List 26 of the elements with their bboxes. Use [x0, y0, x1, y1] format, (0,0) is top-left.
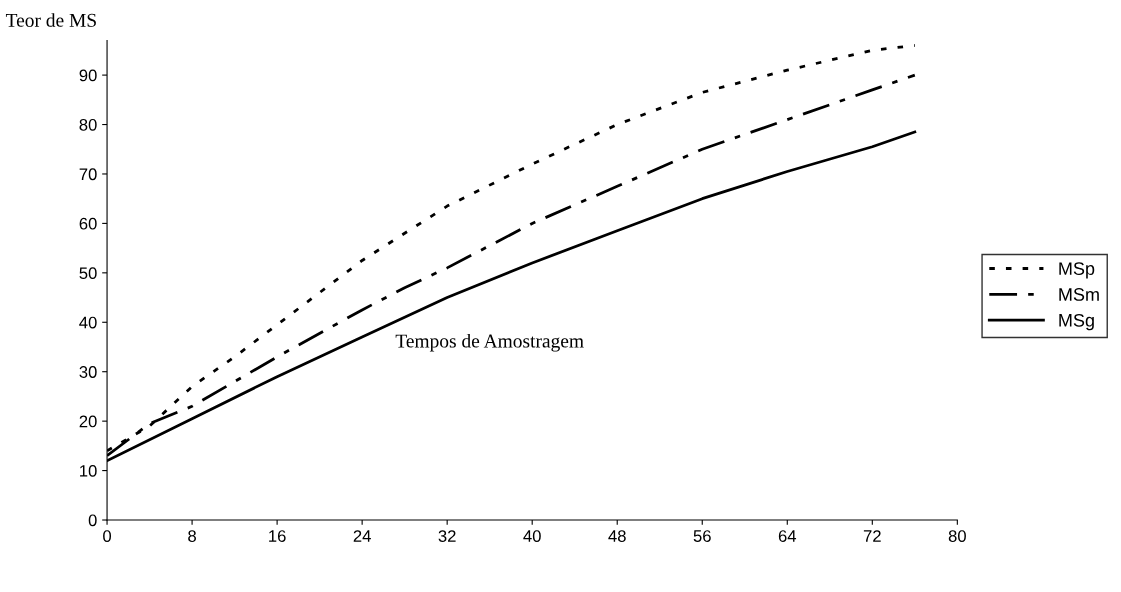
x-tick-label: 48 [608, 530, 626, 542]
y-tick-label: 90 [79, 69, 97, 82]
y-tick-label: 0 [88, 514, 97, 527]
y-tick-label: 20 [79, 415, 97, 428]
x-tick-label: 40 [523, 530, 541, 542]
x-tick-label: 32 [438, 530, 456, 542]
x-tick-label: 16 [269, 530, 286, 542]
y-tick-label: 40 [79, 316, 97, 329]
legend-label: MSp [1059, 262, 1095, 279]
y-tick-label: 30 [79, 366, 97, 378]
y-tick-label: 50 [79, 267, 97, 280]
y-tick-label: 80 [79, 118, 97, 131]
y-tick-label: 70 [79, 168, 97, 181]
x-tick-label: 24 [353, 530, 371, 542]
x-tick-label: 72 [863, 530, 881, 542]
x-tick-label: 64 [778, 530, 797, 542]
y-tick-label: 60 [79, 217, 97, 230]
x-tick-label: 0 [103, 530, 112, 542]
legend-label: MSg [1059, 313, 1094, 331]
x-tick-label: 8 [188, 530, 196, 542]
x-tick-label: 56 [693, 530, 711, 542]
y-axis-title: Teor de MS [5, 13, 96, 27]
y-tick-label: 10 [80, 464, 97, 477]
legend-label: MSm [1059, 288, 1099, 301]
x-tick-label: 80 [948, 530, 966, 542]
x-axis-title: Tempos de Amostragem [395, 333, 584, 352]
